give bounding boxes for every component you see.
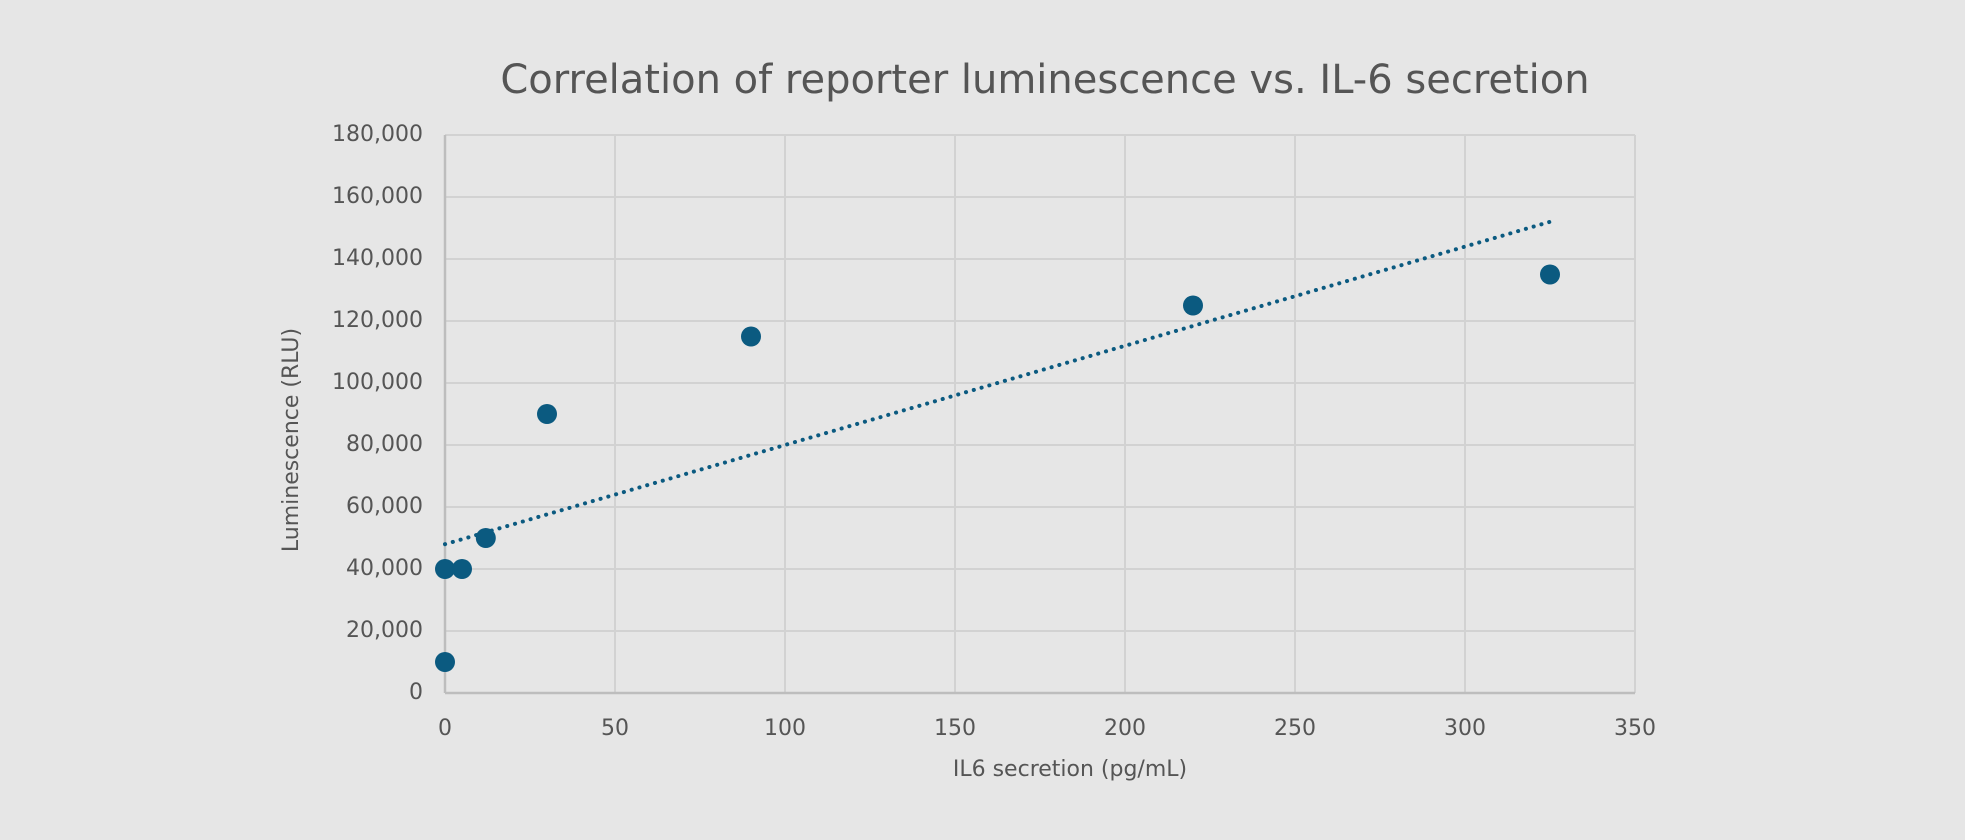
x-tick-label: 50: [601, 716, 629, 741]
y-axis-title: Luminescence (RLU): [279, 328, 304, 552]
x-axis-title: IL6 secretion (pg/mL): [953, 757, 1187, 782]
point: [452, 559, 472, 579]
point: [1540, 264, 1560, 285]
y-tick-label: 180,000: [332, 122, 423, 147]
x-tick-label: 100: [764, 716, 806, 741]
point: [475, 528, 496, 548]
y-tick-label: 0: [409, 680, 423, 705]
y-tick-label: 140,000: [332, 246, 423, 271]
trendline: [443, 219, 1552, 547]
point: [537, 404, 557, 424]
y-tick-label: 20,000: [346, 618, 423, 643]
y-tick-label: 120,000: [332, 308, 423, 333]
y-tick-label: 160,000: [332, 184, 423, 209]
point: [741, 326, 761, 347]
y-tick-label: 60,000: [346, 494, 423, 519]
y-tick-label: 80,000: [346, 432, 423, 457]
x-tick-label: 350: [1614, 716, 1656, 741]
point: [435, 559, 455, 579]
y-tick-label: 100,000: [332, 370, 423, 395]
point: [1183, 295, 1203, 316]
point: [435, 652, 455, 672]
x-tick-label: 300: [1444, 716, 1486, 741]
x-tick-label: 200: [1104, 716, 1146, 741]
x-tick-label: 0: [438, 716, 452, 741]
x-tick-label: 150: [934, 716, 976, 741]
x-tick-label: 250: [1274, 716, 1316, 741]
chart-title: Correlation of reporter luminescence vs.…: [500, 57, 1589, 103]
y-tick-label: 40,000: [346, 556, 423, 581]
